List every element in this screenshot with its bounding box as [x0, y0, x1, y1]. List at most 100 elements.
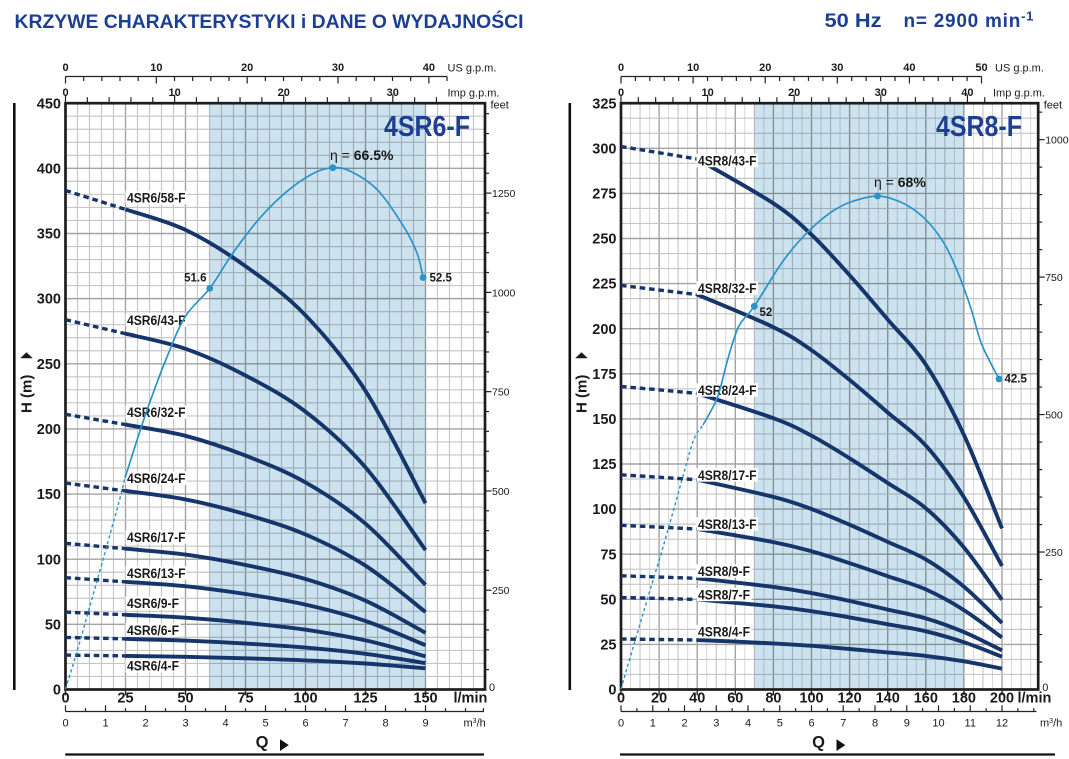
svg-text:4SR6/9-F: 4SR6/9-F	[127, 596, 179, 611]
svg-text:10: 10	[168, 87, 180, 99]
svg-text:0: 0	[61, 690, 69, 706]
svg-text:50: 50	[45, 617, 61, 633]
svg-text:4SR6/24-F: 4SR6/24-F	[127, 471, 186, 486]
svg-text:300: 300	[37, 292, 61, 308]
svg-text:0: 0	[608, 683, 616, 699]
svg-text:1000: 1000	[1045, 135, 1069, 147]
svg-text:450: 450	[37, 96, 61, 112]
svg-text:4SR6-F: 4SR6-F	[384, 111, 470, 143]
svg-text:4SR6/32-F: 4SR6/32-F	[127, 405, 186, 420]
svg-text:6: 6	[302, 718, 308, 730]
svg-text:8: 8	[382, 718, 388, 730]
svg-text:20: 20	[759, 62, 771, 74]
svg-text:1: 1	[102, 718, 108, 730]
svg-text:5: 5	[777, 718, 783, 730]
svg-text:20: 20	[241, 62, 253, 74]
svg-text:200: 200	[37, 422, 61, 438]
svg-text:250: 250	[37, 357, 61, 373]
svg-text:0: 0	[62, 87, 68, 99]
svg-text:4SR6/4-F: 4SR6/4-F	[127, 659, 179, 674]
svg-text:H (m): H (m)	[574, 375, 591, 413]
svg-text:0: 0	[617, 690, 625, 706]
svg-text:10: 10	[932, 718, 944, 730]
svg-text:40: 40	[903, 62, 915, 74]
svg-text:Q: Q	[812, 733, 825, 751]
svg-text:75: 75	[237, 690, 253, 706]
svg-text:175: 175	[592, 367, 616, 383]
svg-text:42.5: 42.5	[1005, 374, 1028, 386]
svg-text:10: 10	[701, 87, 713, 99]
svg-text:η = 68%: η = 68%	[874, 174, 926, 190]
svg-text:125: 125	[592, 457, 616, 473]
svg-text:150: 150	[37, 487, 61, 503]
svg-text:4SR6/58-F: 4SR6/58-F	[127, 190, 186, 205]
svg-text:4SR8-F: 4SR8-F	[936, 111, 1022, 143]
svg-text:l/min: l/min	[454, 690, 488, 706]
svg-text:50: 50	[177, 690, 193, 706]
svg-text:5: 5	[262, 718, 268, 730]
svg-text:180: 180	[952, 690, 976, 706]
svg-text:30: 30	[387, 87, 399, 99]
svg-text:0: 0	[489, 682, 495, 694]
svg-text:2: 2	[681, 718, 687, 730]
svg-text:20: 20	[788, 87, 800, 99]
svg-text:4SR8/9-F: 4SR8/9-F	[698, 564, 750, 579]
svg-text:0: 0	[1042, 682, 1048, 694]
svg-text:l/min: l/min	[1018, 690, 1052, 706]
svg-text:75: 75	[600, 547, 616, 563]
svg-text:11: 11	[965, 718, 976, 730]
svg-text:H (m): H (m)	[19, 375, 36, 413]
svg-text:275: 275	[592, 187, 616, 203]
svg-text:750: 750	[1045, 272, 1063, 284]
svg-text:1000: 1000	[492, 287, 516, 299]
svg-text:25: 25	[600, 638, 616, 654]
svg-text:80: 80	[765, 690, 781, 706]
svg-text:4SR6/6-F: 4SR6/6-F	[127, 623, 179, 638]
svg-text:125: 125	[353, 690, 377, 706]
svg-text:0: 0	[618, 62, 624, 74]
svg-text:120: 120	[837, 690, 861, 706]
svg-text:0: 0	[618, 718, 624, 730]
svg-text:25: 25	[117, 690, 133, 706]
svg-text:2: 2	[142, 718, 148, 730]
svg-text:1: 1	[650, 718, 656, 730]
svg-text:20: 20	[651, 690, 667, 706]
svg-text:200: 200	[990, 690, 1014, 706]
svg-text:325: 325	[592, 96, 616, 112]
svg-text:3: 3	[182, 718, 188, 730]
svg-text:12: 12	[996, 718, 1008, 730]
svg-text:8: 8	[872, 718, 878, 730]
svg-text:4SR6/13-F: 4SR6/13-F	[127, 566, 186, 581]
svg-text:10: 10	[687, 62, 699, 74]
svg-text:7: 7	[342, 718, 348, 730]
svg-text:350: 350	[37, 227, 61, 243]
svg-text:500: 500	[1045, 410, 1063, 422]
svg-text:η = 66.5%: η = 66.5%	[330, 147, 394, 163]
svg-text:6: 6	[808, 718, 814, 730]
svg-text:300: 300	[592, 141, 616, 157]
svg-text:4SR8/7-F: 4SR8/7-F	[698, 587, 750, 602]
svg-text:0: 0	[62, 62, 68, 74]
svg-text:100: 100	[293, 690, 317, 706]
svg-text:51.6: 51.6	[184, 273, 206, 285]
svg-text:400: 400	[37, 161, 61, 177]
svg-text:4SR8/24-F: 4SR8/24-F	[698, 383, 757, 398]
svg-text:52: 52	[760, 307, 773, 319]
svg-text:4: 4	[745, 718, 751, 730]
svg-text:feet: feet	[491, 100, 509, 112]
svg-text:feet: feet	[1044, 100, 1062, 112]
svg-text:30: 30	[332, 62, 344, 74]
svg-text:500: 500	[492, 486, 510, 498]
svg-text:140: 140	[876, 690, 900, 706]
svg-text:4SR8/4-F: 4SR8/4-F	[698, 624, 750, 639]
svg-text:0: 0	[62, 718, 68, 730]
svg-text:0: 0	[53, 683, 61, 699]
svg-text:100: 100	[799, 690, 823, 706]
svg-text:20: 20	[278, 87, 290, 99]
svg-text:9: 9	[422, 718, 428, 730]
svg-text:10: 10	[150, 62, 162, 74]
svg-text:m3/h: m3/h	[464, 718, 486, 730]
svg-text:52.5: 52.5	[430, 273, 453, 285]
svg-text:40: 40	[961, 87, 973, 99]
svg-text:US g.p.m.: US g.p.m.	[448, 63, 497, 75]
